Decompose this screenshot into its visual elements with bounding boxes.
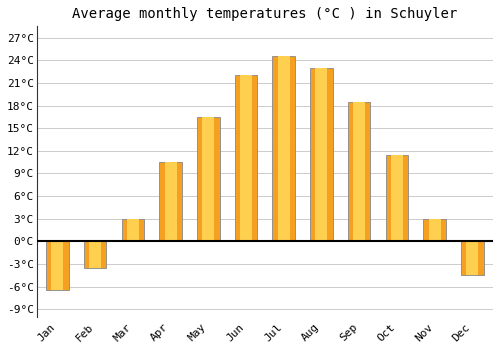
Bar: [84, 241, 106, 268]
Bar: [461, 241, 483, 275]
Bar: [353, 102, 365, 241]
Bar: [234, 75, 258, 242]
Bar: [46, 241, 69, 290]
Bar: [240, 75, 252, 242]
Bar: [278, 56, 290, 241]
Bar: [310, 68, 333, 241]
Bar: [202, 117, 214, 242]
Bar: [348, 102, 370, 241]
Bar: [197, 117, 220, 242]
Bar: [52, 241, 64, 290]
Bar: [122, 219, 144, 241]
Bar: [424, 219, 446, 241]
Bar: [391, 155, 403, 241]
Bar: [316, 68, 328, 241]
Bar: [428, 219, 440, 241]
Bar: [272, 56, 295, 241]
Bar: [386, 155, 408, 241]
Bar: [466, 241, 478, 275]
Bar: [164, 162, 176, 242]
Bar: [127, 219, 139, 241]
Bar: [89, 241, 101, 268]
Bar: [160, 162, 182, 242]
Title: Average monthly temperatures (°C ) in Schuyler: Average monthly temperatures (°C ) in Sc…: [72, 7, 458, 21]
